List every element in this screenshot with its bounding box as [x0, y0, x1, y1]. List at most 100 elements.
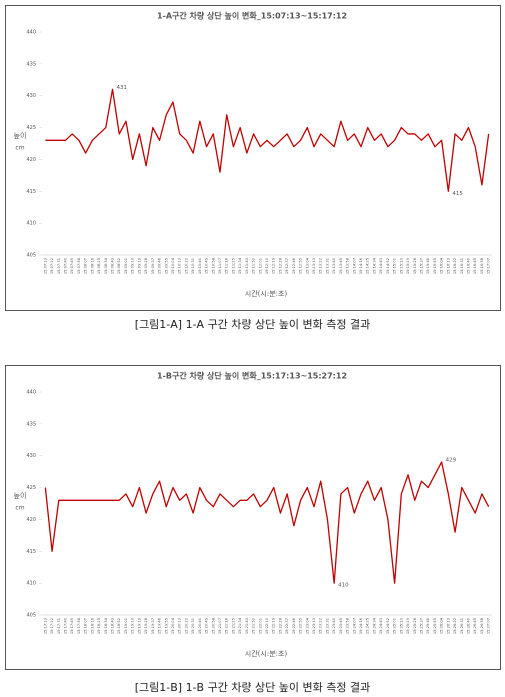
x-tick-label: 15:10:58 [211, 257, 215, 274]
x-tick-label: 15:10:31 [191, 258, 195, 274]
x-tick-label: 15:17:49 [70, 617, 74, 634]
x-tick-label: 15:17:58 [77, 617, 81, 634]
x-tick-label: 15:23:22 [319, 618, 323, 634]
x-tick-label: 15:16:22 [453, 258, 457, 274]
x-tick-label: 15:09:28 [144, 257, 148, 274]
chart: 1-A구간 차량 상단 높이 변화_15:07:13~15:17:12 높이 cm 시… [14, 11, 492, 298]
x-tick-label: 15:26:49 [473, 617, 477, 634]
x-tick-label: 15:20:49 [205, 617, 209, 634]
y-tick-label: 425 [26, 125, 36, 131]
x-tick-label: 15:08:07 [84, 258, 88, 274]
x-tick-label: 15:16:31 [460, 258, 464, 274]
x-tick-label: 15:21:07 [218, 618, 222, 634]
x-tick-label: 15:08:43 [111, 258, 115, 274]
x-tick-label: 15:20:04 [171, 617, 175, 634]
x-tick-label: 15:16:49 [473, 257, 477, 274]
x-tick-label: 15:21:43 [245, 618, 249, 634]
x-tick-label: 15:19:37 [151, 618, 155, 634]
x-tick-label: 15:15:37 [419, 258, 423, 274]
x-tick-label: 15:13:22 [319, 258, 323, 274]
x-tick-label: 15:14:16 [359, 257, 363, 274]
x-tick-label: 15:27:07 [487, 618, 491, 634]
x-tick-label: 15:17:40 [64, 617, 68, 634]
x-tick-label: 15:22:55 [299, 618, 303, 634]
y-tick-label: 430 [26, 93, 36, 99]
x-tick-label: 15:11:25 [231, 258, 235, 274]
x-tick-label: 15:14:43 [379, 258, 383, 274]
x-tick-label: 15:25:46 [426, 617, 430, 634]
y-tick-label: 440 [26, 390, 36, 396]
x-tick-label: 15:19:01 [124, 618, 128, 634]
x-tick-label: 15:11:43 [245, 258, 249, 274]
y-tick-label: 405 [26, 613, 36, 619]
x-tick-label: 15:08:52 [117, 258, 121, 274]
x-tick-label: 15:18:07 [84, 618, 88, 634]
x-tick-label: 15:12:10 [265, 257, 269, 274]
x-tick-label: 15:26:04 [440, 617, 444, 634]
x-tick-label: 15:24:43 [379, 618, 383, 634]
x-tick-label: 15:10:40 [198, 257, 202, 274]
x-tick-label: 15:26:31 [460, 618, 464, 634]
x-tick-label: 15:09:19 [137, 257, 141, 274]
dip-label: 410 [338, 583, 349, 589]
x-tick-label: 15:23:31 [325, 618, 329, 634]
data-line [45, 88, 490, 192]
chart-title: 1-A구간 차량 상단 높이 변화_15:07:13~15:17:12 [157, 11, 347, 21]
x-tick-label: 15:15:10 [399, 257, 403, 274]
y-tick-label: 435 [26, 61, 36, 67]
y-tick-label: 440 [26, 30, 36, 36]
x-tick-label: 15:07:31 [57, 258, 61, 274]
x-tick-label: 15:18:25 [97, 618, 101, 634]
y-tick-label: 425 [26, 485, 36, 491]
x-tick-label: 15:15:55 [433, 258, 437, 274]
x-tick-label: 15:19:10 [131, 617, 135, 634]
x-tick-label: 15:22:01 [258, 618, 262, 634]
x-tick-label: 15:16:40 [466, 257, 470, 274]
x-tick-label: 15:21:25 [231, 618, 235, 634]
x-tick-label: 15:21:34 [238, 617, 242, 634]
x-tick-label: 15:12:46 [292, 257, 296, 274]
x-tick-label: 15:08:34 [104, 257, 108, 274]
y-tick-label: 435 [26, 421, 36, 427]
x-tick-label: 15:13:58 [346, 257, 350, 274]
x-tick-label: 15:26:13 [446, 618, 450, 634]
x-tick-label: 15:25:01 [393, 618, 397, 634]
x-tick-label: 15:11:07 [218, 258, 222, 274]
x-tick-label: 15:13:31 [325, 258, 329, 274]
y-tick-label: 410 [26, 581, 36, 587]
x-tick-label: 15:09:01 [124, 258, 128, 274]
x-tick-label: 15:25:37 [419, 618, 423, 634]
y-axis-label: 높이 [14, 131, 27, 140]
x-tick-label: 15:07:13 [43, 258, 47, 274]
x-tick-label: 15:17:07 [487, 258, 491, 274]
x-tick-label: 15:20:31 [191, 618, 195, 634]
x-tick-label: 15:24:07 [352, 618, 356, 634]
x-tick-label: 15:15:19 [406, 257, 410, 274]
x-tick-label: 15:15:46 [426, 257, 430, 274]
y-tick-label: 430 [26, 453, 36, 459]
x-tick-label: 15:20:58 [211, 617, 215, 634]
x-tick-label: 15:09:10 [131, 257, 135, 274]
x-tick-label: 15:24:16 [359, 617, 363, 634]
x-axis-label: 시간(시:분:초) [245, 289, 288, 298]
x-tick-label: 15:19:55 [164, 618, 168, 634]
y-tick-label: 420 [26, 157, 36, 163]
x-tick-label: 15:20:22 [184, 618, 188, 634]
y-tick-label: 415 [26, 549, 36, 555]
x-tick-label: 15:12:01 [258, 258, 262, 274]
data-line [44, 461, 490, 584]
x-tick-label: 15:11:34 [238, 257, 242, 274]
x-tick-label: 15:23:49 [339, 617, 343, 634]
x-tick-label: 15:14:52 [386, 258, 390, 274]
x-tick-label: 15:16:13 [446, 258, 450, 274]
x-tick-label: 15:22:19 [272, 617, 276, 634]
x-tick-label: 15:24:25 [366, 618, 370, 634]
x-tick-label: 15:17:31 [57, 618, 61, 634]
x-tick-label: 15:16:58 [480, 257, 484, 274]
x-tick-label: 15:21:16 [225, 617, 229, 634]
x-tick-label: 15:19:19 [137, 617, 141, 634]
x-tick-label: 15:22:10 [265, 617, 269, 634]
x-tick-label: 15:23:58 [346, 617, 350, 634]
x-tick-label: 15:12:19 [272, 257, 276, 274]
x-tick-label: 15:11:52 [252, 258, 256, 274]
